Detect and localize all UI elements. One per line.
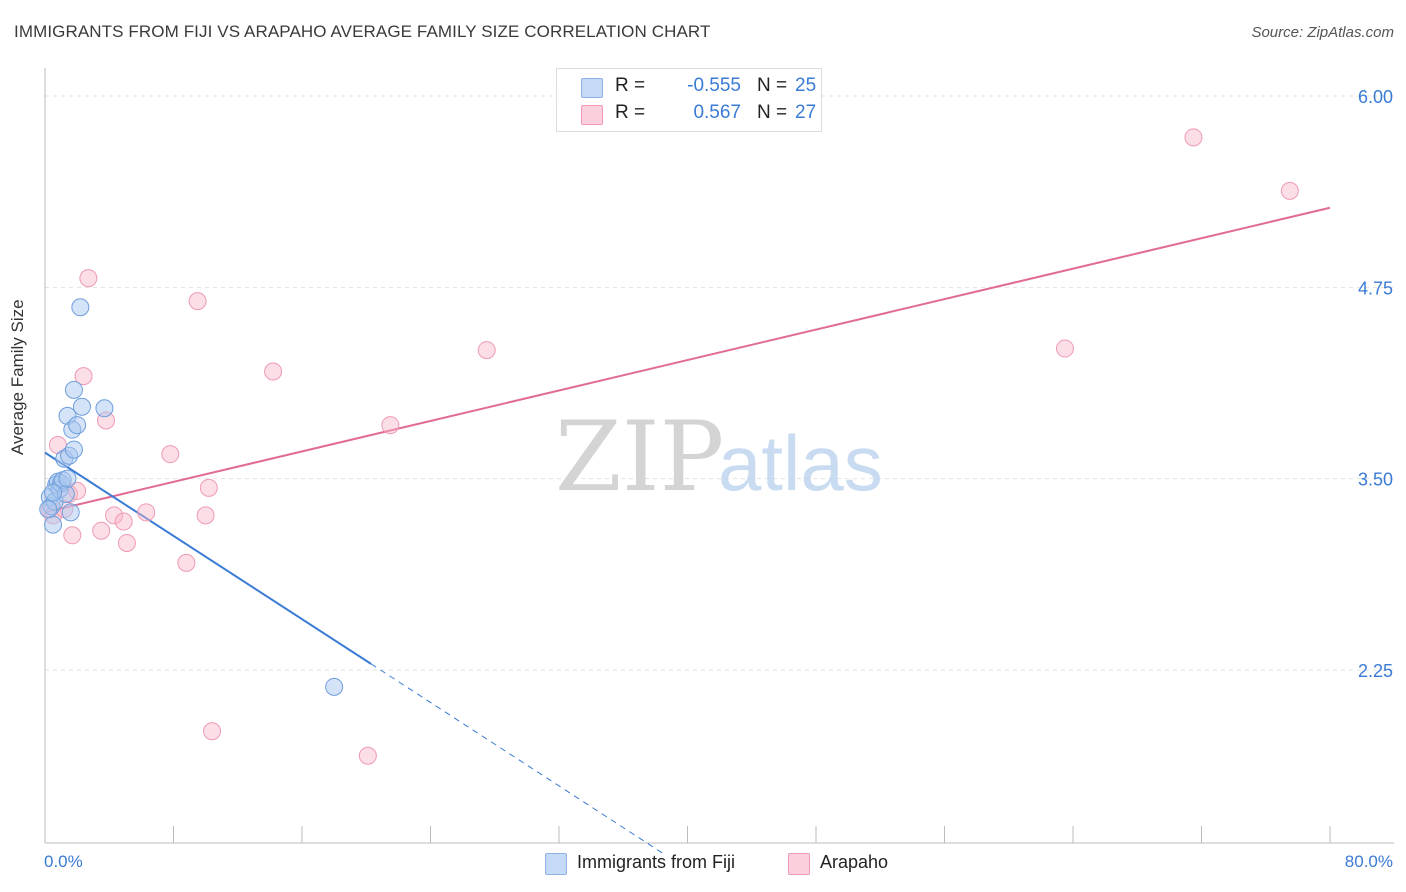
legend-r-label: R = [615, 75, 646, 96]
data-point-fiji [64, 440, 83, 459]
y-tick-label: 2.25 [1358, 661, 1393, 681]
legend-r-label: R = [615, 102, 646, 123]
data-point-fiji [58, 469, 77, 488]
legend-n-value: 27 [795, 102, 817, 123]
data-point-arapaho [477, 341, 496, 360]
trend-line-fiji-extension [370, 663, 664, 855]
chart-title: IMMIGRANTS FROM FIJI VS ARAPAHO AVERAGE … [14, 22, 711, 41]
y-tick-label: 4.75 [1358, 278, 1393, 298]
axes [44, 68, 1394, 844]
data-point-fiji [64, 380, 83, 399]
data-point-fiji [71, 298, 90, 317]
source-label: Source: ZipAtlas.com [1251, 24, 1394, 41]
data-point-arapaho [117, 533, 136, 552]
data-point-arapaho [177, 553, 196, 572]
data-point-fiji [68, 416, 87, 435]
series-legend: Immigrants from Fiji Arapaho [0, 852, 1406, 878]
data-point-arapaho [203, 722, 222, 741]
watermark-zip: ZIP [555, 401, 724, 513]
data-point-arapaho [79, 269, 98, 288]
x-tick-label-min: 0.0% [44, 852, 83, 871]
trend-lines [44, 206, 1331, 855]
legend-n-label: N = [757, 75, 788, 96]
watermark-atlas: atlas [718, 419, 883, 507]
data-point-fiji [61, 503, 80, 522]
y-tick-labels: 2.25 3.50 4.75 6.00 [1358, 87, 1393, 681]
data-points [39, 128, 1299, 765]
legend-n-value: 25 [795, 75, 817, 96]
trend-line-fiji [44, 451, 372, 665]
series-label-arapaho: Arapaho [820, 852, 889, 872]
data-point-arapaho [196, 506, 215, 525]
legend-swatch-fiji [581, 78, 603, 98]
data-point-arapaho [63, 526, 82, 545]
data-point-arapaho [1055, 339, 1074, 358]
y-tick-label: 6.00 [1358, 87, 1393, 107]
data-point-arapaho [381, 416, 400, 435]
series-swatch-arapaho [788, 853, 810, 875]
data-point-fiji [39, 500, 58, 519]
data-point-arapaho [358, 746, 377, 765]
legend-swatch-arapaho [581, 105, 603, 125]
data-point-arapaho [264, 362, 283, 381]
x-tick-label-max: 80.0% [1344, 852, 1393, 871]
legend-r-value: 0.567 [693, 102, 741, 123]
data-point-arapaho [1280, 181, 1299, 200]
legend-n-label: N = [757, 102, 788, 123]
watermark: ZIP atlas [555, 401, 883, 513]
correlation-legend: R = -0.555 N = 25 R = 0.567 N = 27 [556, 68, 822, 132]
data-point-arapaho [105, 506, 124, 525]
trend-line-arapaho [44, 206, 1331, 514]
y-tick-label: 3.50 [1358, 470, 1393, 490]
series-label-fiji: Immigrants from Fiji [577, 852, 736, 872]
data-point-arapaho [137, 503, 156, 522]
data-point-arapaho [74, 367, 93, 386]
data-point-arapaho [1184, 128, 1203, 147]
legend-r-value: -0.555 [687, 75, 741, 96]
data-point-fiji [95, 399, 114, 418]
y-axis-label: Average Family Size [8, 299, 27, 455]
data-point-fiji [44, 515, 63, 534]
data-point-arapaho [199, 478, 218, 497]
data-point-arapaho [161, 445, 180, 464]
data-point-arapaho [114, 512, 133, 531]
series-swatch-fiji [545, 853, 567, 875]
data-point-fiji [325, 677, 344, 696]
data-point-fiji [44, 483, 63, 502]
data-point-arapaho [92, 521, 111, 540]
data-point-arapaho [188, 292, 207, 311]
data-point-fiji [72, 397, 91, 416]
